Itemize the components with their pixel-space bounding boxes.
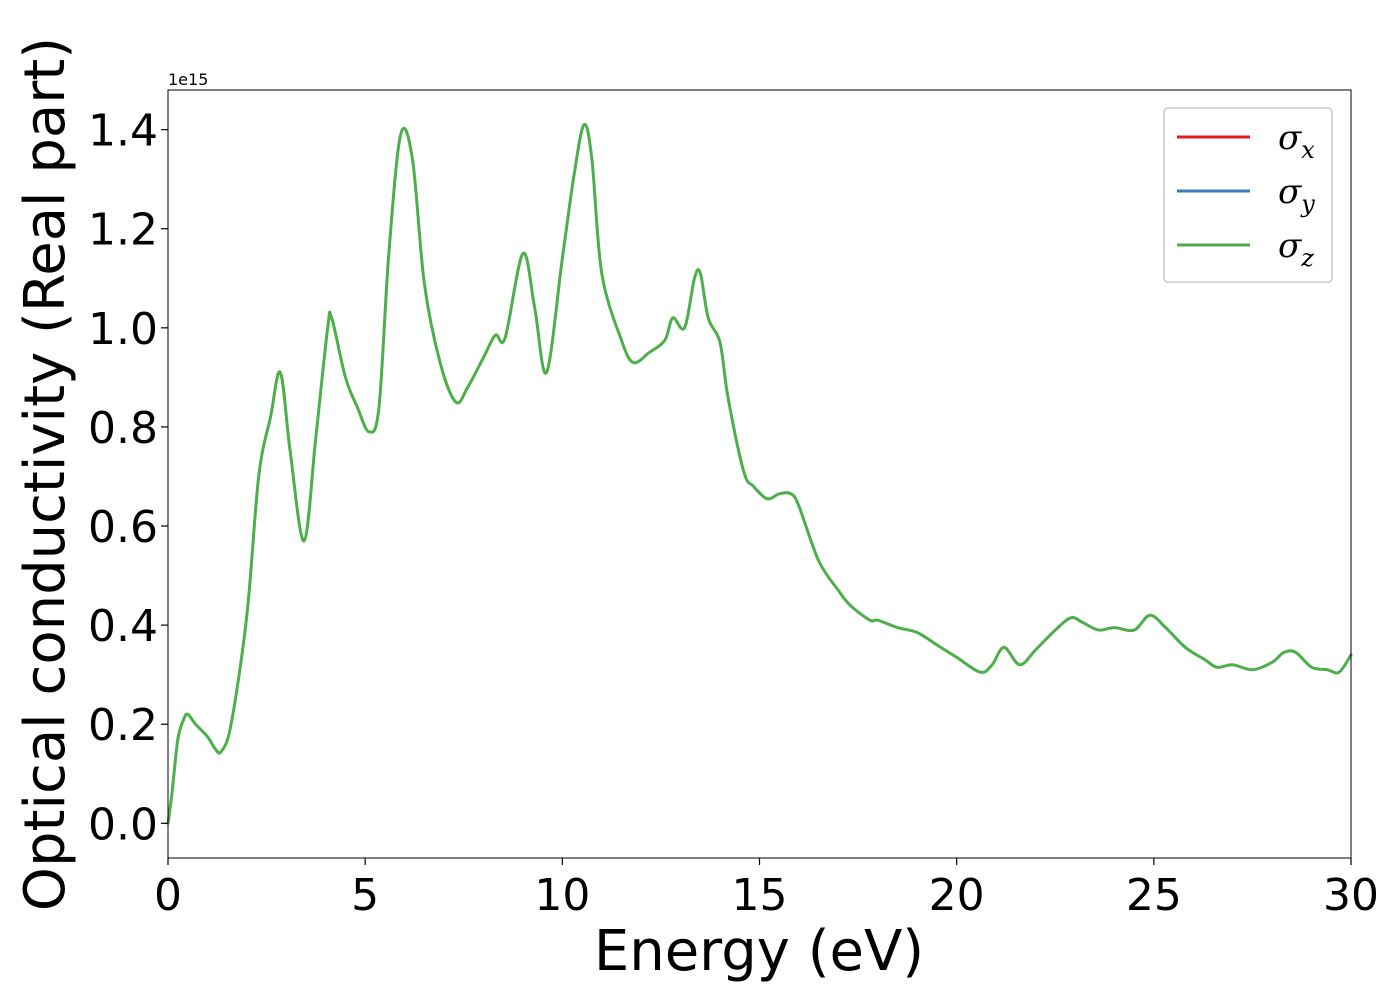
y-tick-label: 0.4	[88, 601, 158, 652]
legend-label: σz	[1278, 226, 1314, 272]
y-tick-label: 0.2	[88, 700, 158, 751]
x-axis-label: Energy (eV)	[594, 919, 924, 984]
y-tick-label: 1.4	[88, 106, 158, 157]
x-tick-label: 5	[351, 870, 379, 921]
y-tick-label: 0.6	[88, 502, 158, 553]
legend-box	[1163, 107, 1333, 283]
legend: σx σy σz	[1163, 107, 1333, 283]
legend-label: σx	[1278, 118, 1315, 164]
y-tick-label: 0.8	[88, 403, 158, 454]
x-tick-label: 20	[929, 870, 985, 921]
y-tick-label: 1.0	[88, 304, 158, 355]
y-offset-label: 1e15	[168, 70, 208, 89]
x-tick-label: 15	[732, 870, 788, 921]
series-line-0	[166, 122, 1353, 825]
x-tick-label: 0	[154, 870, 182, 921]
x-tick-label: 10	[534, 870, 590, 921]
plot-area	[168, 90, 1351, 858]
ticks-layer: 0 5 10 15 20 25 30 0.0 0.2 0.4 0.6 0.8 1.0 1.2 1.4	[88, 106, 1379, 921]
legend-label: σy	[1278, 172, 1315, 218]
y-tick-label: 0.0	[88, 799, 158, 850]
series-layer	[166, 122, 1353, 825]
x-tick-label: 25	[1126, 870, 1182, 921]
y-axis-label: Optical conductivity (Real part)	[13, 37, 78, 911]
y-tick-label: 1.2	[88, 205, 158, 256]
x-tick-label: 30	[1323, 870, 1379, 921]
plot-frame	[167, 89, 1352, 859]
